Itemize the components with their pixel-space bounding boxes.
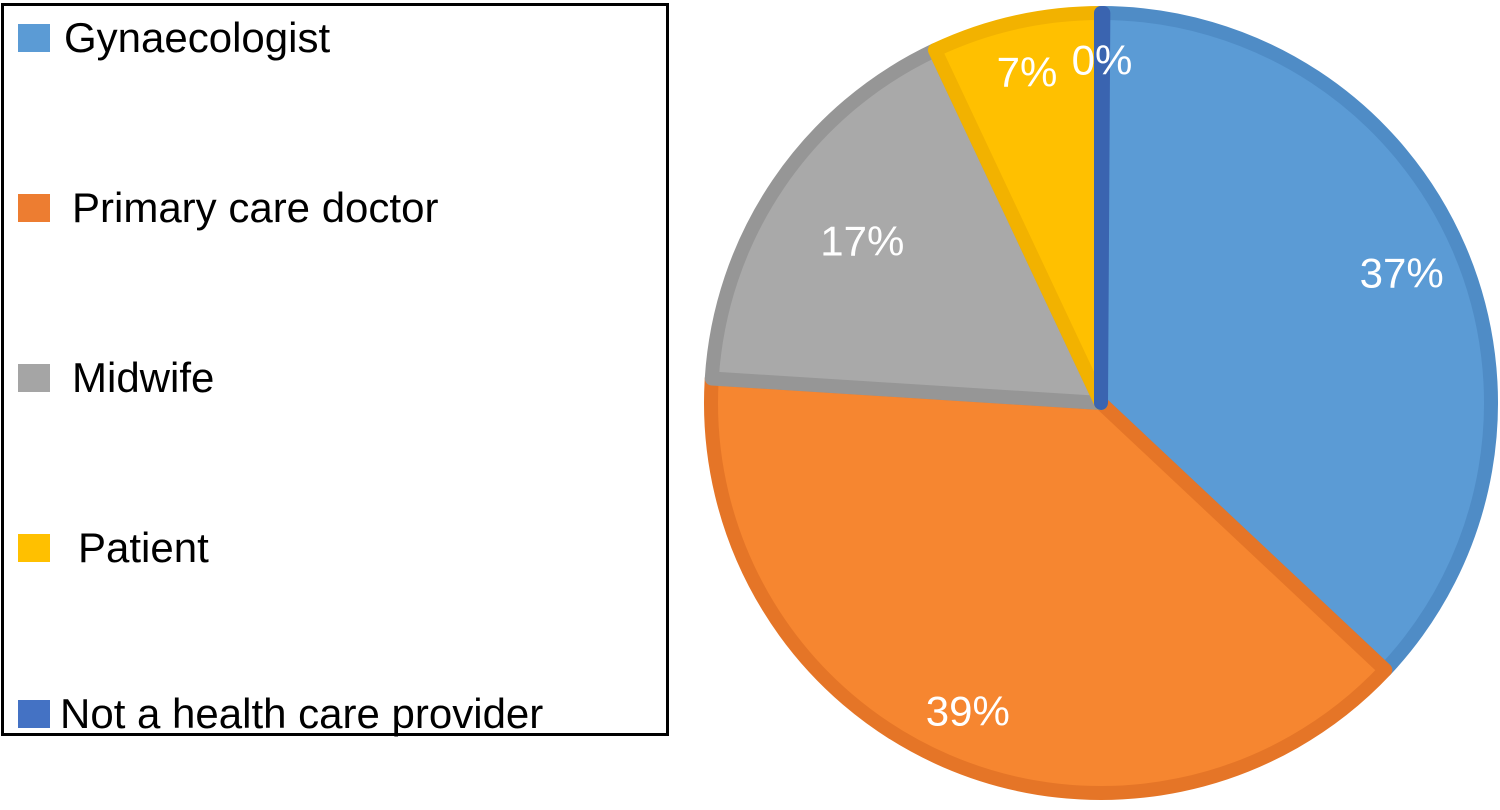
pie-slice-primary-care-doctor (704, 371, 1393, 800)
pie-slice-not-a-health-care-provider (1094, 5, 1111, 410)
legend: Gynaecologist Primary care doctor Midwif… (1, 3, 669, 736)
pie-label-primary-care-doctor: 39% (926, 687, 1010, 734)
legend-label-gynaecologist: Gynaecologist (64, 14, 331, 61)
legend-item-primary-care-doctor: Primary care doctor (18, 184, 439, 231)
legend-label-not-a-health-care-provider: Not a health care provider (60, 690, 544, 737)
legend-item-midwife: Midwife (18, 354, 215, 401)
legend-swatch-midwife (18, 364, 50, 392)
legend-swatch-primary-care-doctor (18, 194, 50, 222)
pie-label-patient: 7% (997, 48, 1058, 95)
legend-item-gynaecologist: Gynaecologist (18, 14, 331, 61)
pie-label-gynaecologist: 37% (1360, 249, 1444, 296)
pie-label-not-a-health-care-provider: 0% (1072, 36, 1133, 83)
pie-slices (704, 5, 1498, 800)
pie-label-midwife: 17% (820, 217, 904, 264)
legend-label-patient: Patient (78, 524, 209, 571)
legend-swatch-not-a-health-care-provider (18, 700, 50, 728)
legend-swatch-gynaecologist (18, 24, 50, 52)
legend-item-not-a-health-care-provider: Not a health care provider (18, 690, 544, 737)
pie-slice-midwife (704, 43, 1108, 410)
pie-labels: 37% 39% 17% 7% 0% (820, 36, 1443, 734)
legend-label-primary-care-doctor: Primary care doctor (72, 184, 439, 231)
pie-slice-patient (927, 6, 1108, 410)
legend-item-patient: Patient (18, 524, 209, 571)
pie-slice-gynaecologist (1094, 6, 1498, 677)
legend-label-midwife: Midwife (72, 354, 215, 401)
legend-swatch-patient (18, 534, 50, 562)
